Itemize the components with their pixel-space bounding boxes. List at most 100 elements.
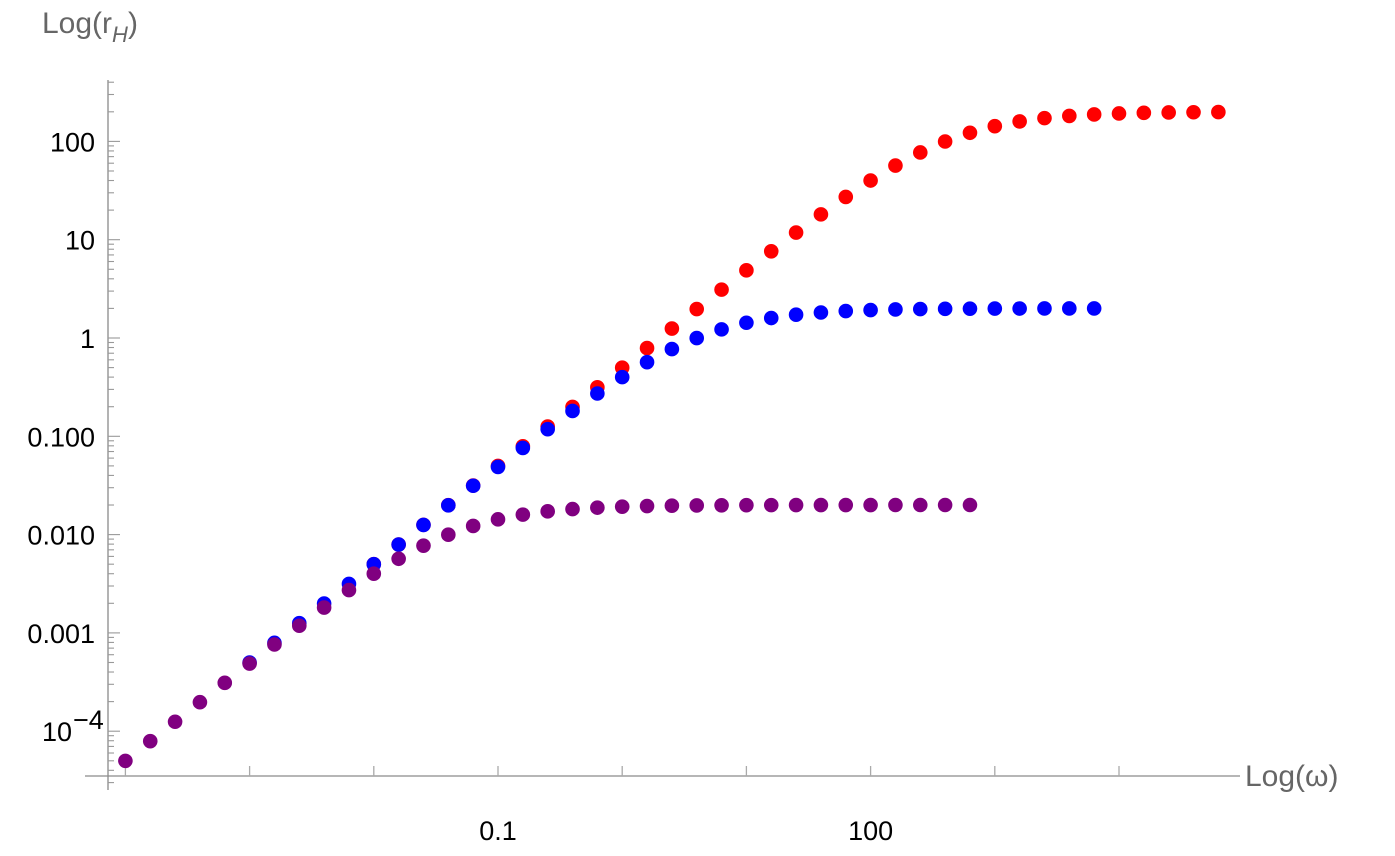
data-point: [1062, 108, 1077, 124]
data-point: [689, 498, 705, 513]
data-point: [614, 499, 630, 514]
x-tick-label: 0.1: [479, 816, 517, 846]
data-point: [714, 497, 729, 513]
data-point: [788, 497, 804, 513]
data-point: [366, 566, 382, 582]
data-point: [763, 244, 779, 259]
data-point: [142, 733, 158, 749]
y-axis-label: Log(rH): [42, 7, 138, 47]
data-point: [590, 386, 605, 401]
data-point: [1012, 301, 1027, 316]
data-point: [590, 500, 605, 515]
data-point: [192, 694, 208, 710]
data-point: [1086, 107, 1102, 122]
data-point: [664, 321, 680, 336]
data-point: [813, 305, 829, 320]
data-point: [863, 173, 878, 188]
data-point: [863, 302, 878, 318]
data-point: [788, 307, 804, 323]
data-point: [838, 497, 854, 513]
data-point: [217, 675, 233, 691]
data-point: [515, 507, 531, 522]
data-point: [763, 310, 779, 326]
y-tick-label: 1: [80, 324, 95, 354]
data-point: [813, 207, 829, 222]
data-point: [441, 498, 456, 513]
data-point: [863, 497, 878, 513]
data-point: [291, 618, 307, 634]
data-point: [1086, 301, 1102, 316]
data-point: [118, 753, 133, 769]
y-tick-label: 10: [42, 717, 72, 747]
data-point: [391, 537, 406, 552]
y-tick-label: 0.100: [27, 422, 95, 452]
data-point: [714, 322, 729, 337]
data-point: [1012, 114, 1027, 129]
data-point: [565, 501, 580, 517]
data-point: [813, 497, 829, 513]
data-point: [565, 403, 580, 419]
data-point: [639, 498, 655, 514]
data-point: [987, 118, 1003, 134]
data-point: [267, 637, 282, 652]
data-point: [937, 301, 953, 317]
data-point: [912, 145, 928, 160]
y-tick-label: 0.001: [27, 619, 95, 649]
data-point: [664, 341, 680, 357]
data-point: [763, 497, 779, 513]
data-point: [490, 459, 506, 475]
data-point: [888, 302, 903, 317]
data-point: [838, 189, 854, 205]
series-1: [242, 301, 1102, 670]
data-point: [788, 225, 804, 240]
data-point: [341, 582, 357, 598]
y-tick-label: 100: [50, 127, 95, 157]
data-point: [441, 527, 456, 542]
data-point: [391, 551, 406, 567]
y-tick-label: 10: [65, 226, 95, 256]
data-point: [937, 497, 953, 513]
data-point: [739, 497, 754, 513]
x-tick-label: 100: [848, 816, 893, 846]
data-point: [639, 354, 655, 370]
data-point: [1037, 110, 1052, 126]
data-point: [416, 517, 431, 533]
data-point: [739, 315, 754, 331]
data-point: [416, 538, 431, 553]
data-point: [1037, 301, 1052, 316]
data-point: [465, 518, 481, 534]
data-point: [465, 478, 481, 494]
data-point: [987, 301, 1003, 316]
y-tick-label: 0.010: [27, 521, 95, 551]
data-point: [888, 497, 903, 513]
data-point: [912, 301, 928, 317]
data-point: [614, 369, 630, 385]
data-point: [739, 263, 754, 278]
data-point: [1186, 104, 1201, 120]
data-point: [540, 504, 555, 519]
data-point: [838, 303, 854, 319]
data-point: [888, 158, 903, 173]
data-points: [118, 104, 1226, 769]
data-point: [689, 301, 705, 317]
data-point: [1211, 104, 1226, 120]
series-2: [118, 497, 978, 769]
data-point: [1161, 105, 1176, 120]
data-point: [689, 330, 705, 346]
data-point: [664, 498, 680, 513]
y-tick-exponent: −4: [73, 705, 104, 735]
data-point: [1136, 105, 1152, 121]
data-point: [515, 440, 531, 456]
data-point: [962, 301, 978, 316]
data-point: [316, 600, 332, 615]
data-point: [490, 512, 506, 527]
data-point: [540, 421, 555, 437]
data-point: [937, 134, 953, 149]
data-point: [962, 125, 978, 141]
data-point: [962, 497, 978, 513]
data-point: [714, 282, 729, 297]
data-point: [1111, 106, 1127, 121]
data-point: [639, 340, 655, 356]
